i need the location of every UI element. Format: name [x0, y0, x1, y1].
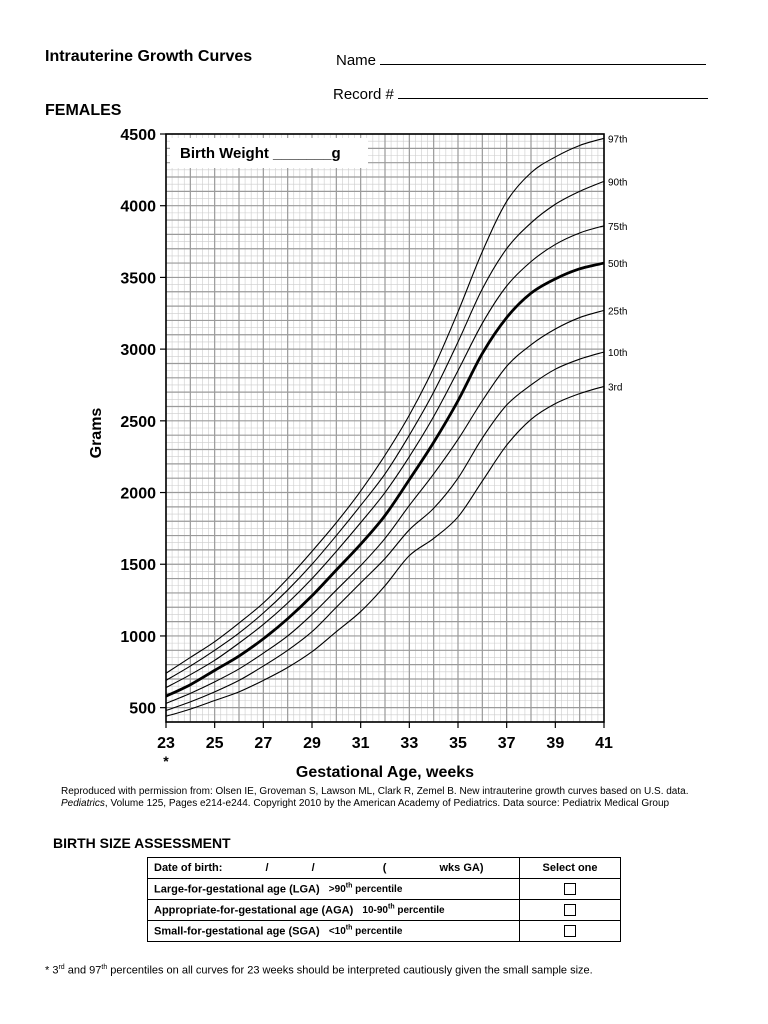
- name-label: Name: [336, 52, 377, 69]
- series-label-3rd: 3rd: [608, 382, 622, 393]
- y-axis-title: Grams: [88, 408, 105, 459]
- growth-chart: Birth Weight _______g 23 25 27 29 31 33 35 37 39…: [88, 127, 627, 781]
- aga-row: Appropriate-for-gestational age (AGA) 10…: [147, 899, 621, 921]
- credit-note: Reproduced with permission from: Olsen I…: [61, 786, 761, 810]
- credit-line-1: Reproduced with permission from: Olsen I…: [61, 786, 689, 797]
- x-tick-label: 25: [206, 735, 224, 752]
- percentile-curves: [165, 137, 605, 717]
- record-line[interactable]: [398, 84, 709, 99]
- series-label-97th: 97th: [608, 134, 627, 145]
- sga-row: Small-for-gestational age (SGA) <10th pe…: [147, 920, 621, 942]
- select-header: Select one: [519, 857, 621, 879]
- record-label: Record #: [333, 86, 394, 103]
- dob-label: Date of birth:: [154, 862, 223, 874]
- aga-criterion: 10-90th percentile: [362, 903, 445, 917]
- x-tick-label: 35: [449, 735, 467, 752]
- y-tick-labels: 500 1000 1500 2000 2500 3000 3500 4000 4500: [120, 127, 166, 718]
- curve-90th: [165, 180, 605, 681]
- series-label-50th: 50th: [608, 259, 627, 270]
- y-tick-label: 2500: [120, 414, 156, 431]
- curve-75th: [165, 225, 605, 689]
- x-axis-title: Gestational Age, weeks: [296, 764, 474, 781]
- y-tick-label: 4500: [120, 127, 156, 144]
- y-tick-label: 3500: [120, 270, 156, 287]
- x-tick-labels: 23 25 27 29 31 33 35 37 39 41: [157, 722, 613, 752]
- page-title: Intrauterine Growth Curves: [45, 48, 253, 65]
- dob-wks: wks GA): [439, 862, 484, 874]
- females-heading: FEMALES: [45, 102, 122, 119]
- lga-row: Large-for-gestational age (LGA) >90th pe…: [147, 878, 621, 900]
- assessment-table: Date of birth: / / ( wks GA) Select one …: [147, 857, 621, 942]
- dob-paren: (: [382, 862, 387, 874]
- journal-name: Pediatrics: [61, 798, 105, 809]
- y-tick-label: 500: [129, 701, 156, 718]
- name-field[interactable]: Name: [336, 50, 707, 69]
- dob-row: Date of birth: / / ( wks GA) Select one: [147, 857, 621, 879]
- lga-criterion: >90th percentile: [328, 882, 403, 896]
- lga-label: Large-for-gestational age (LGA): [154, 883, 320, 896]
- sga-checkbox[interactable]: [564, 925, 576, 938]
- curve-97th: [165, 137, 605, 674]
- x-tick-label: 23: [157, 735, 175, 752]
- curve-50th: [165, 261, 605, 698]
- record-field[interactable]: Record #: [333, 84, 709, 103]
- curve-3rd: [165, 385, 605, 717]
- x-tick-label: 33: [400, 735, 418, 752]
- percentile-labels: 97th 90th 75th 50th 25th 10th 3rd: [608, 134, 627, 393]
- plot-frame: [165, 133, 605, 723]
- x-footnote-marker: *: [163, 753, 169, 769]
- credit-line-2: , Volume 125, Pages e214-e244. Copyright…: [104, 798, 670, 809]
- lga-checkbox[interactable]: [564, 883, 576, 896]
- dob-sep-1: /: [265, 862, 269, 874]
- y-tick-label: 4000: [120, 199, 156, 216]
- series-label-10th: 10th: [608, 348, 627, 359]
- x-tick-label: 41: [595, 735, 613, 752]
- curve-10th: [165, 351, 605, 712]
- x-tick-label: 29: [303, 735, 321, 752]
- major-grid: [165, 133, 605, 723]
- curve-25th: [165, 309, 605, 704]
- x-tick-label: 27: [254, 735, 272, 752]
- sga-criterion: <10th percentile: [328, 924, 403, 938]
- y-tick-label: 2000: [120, 486, 156, 503]
- x-tick-label: 37: [498, 735, 516, 752]
- birth-weight-label: Birth Weight _______g: [180, 145, 341, 162]
- dob-cell[interactable]: Date of birth: / / ( wks GA): [147, 857, 520, 879]
- x-tick-label: 31: [352, 735, 370, 752]
- footnote: * 3rd and 97th percentiles on all curves…: [45, 964, 593, 977]
- sga-label: Small-for-gestational age (SGA): [154, 925, 320, 938]
- aga-label: Appropriate-for-gestational age (AGA): [154, 904, 354, 917]
- y-tick-label: 1000: [120, 629, 156, 646]
- birth-weight-box[interactable]: [170, 138, 368, 168]
- dob-sep-2: /: [311, 862, 315, 874]
- y-tick-label: 1500: [120, 557, 156, 574]
- assessment-heading: BIRTH SIZE ASSESSMENT: [53, 835, 231, 851]
- y-tick-label: 3000: [120, 342, 156, 359]
- name-line[interactable]: [380, 50, 707, 65]
- series-label-90th: 90th: [608, 177, 627, 188]
- aga-checkbox[interactable]: [564, 904, 576, 917]
- x-tick-label: 39: [546, 735, 564, 752]
- series-label-25th: 25th: [608, 306, 627, 317]
- series-label-75th: 75th: [608, 222, 627, 233]
